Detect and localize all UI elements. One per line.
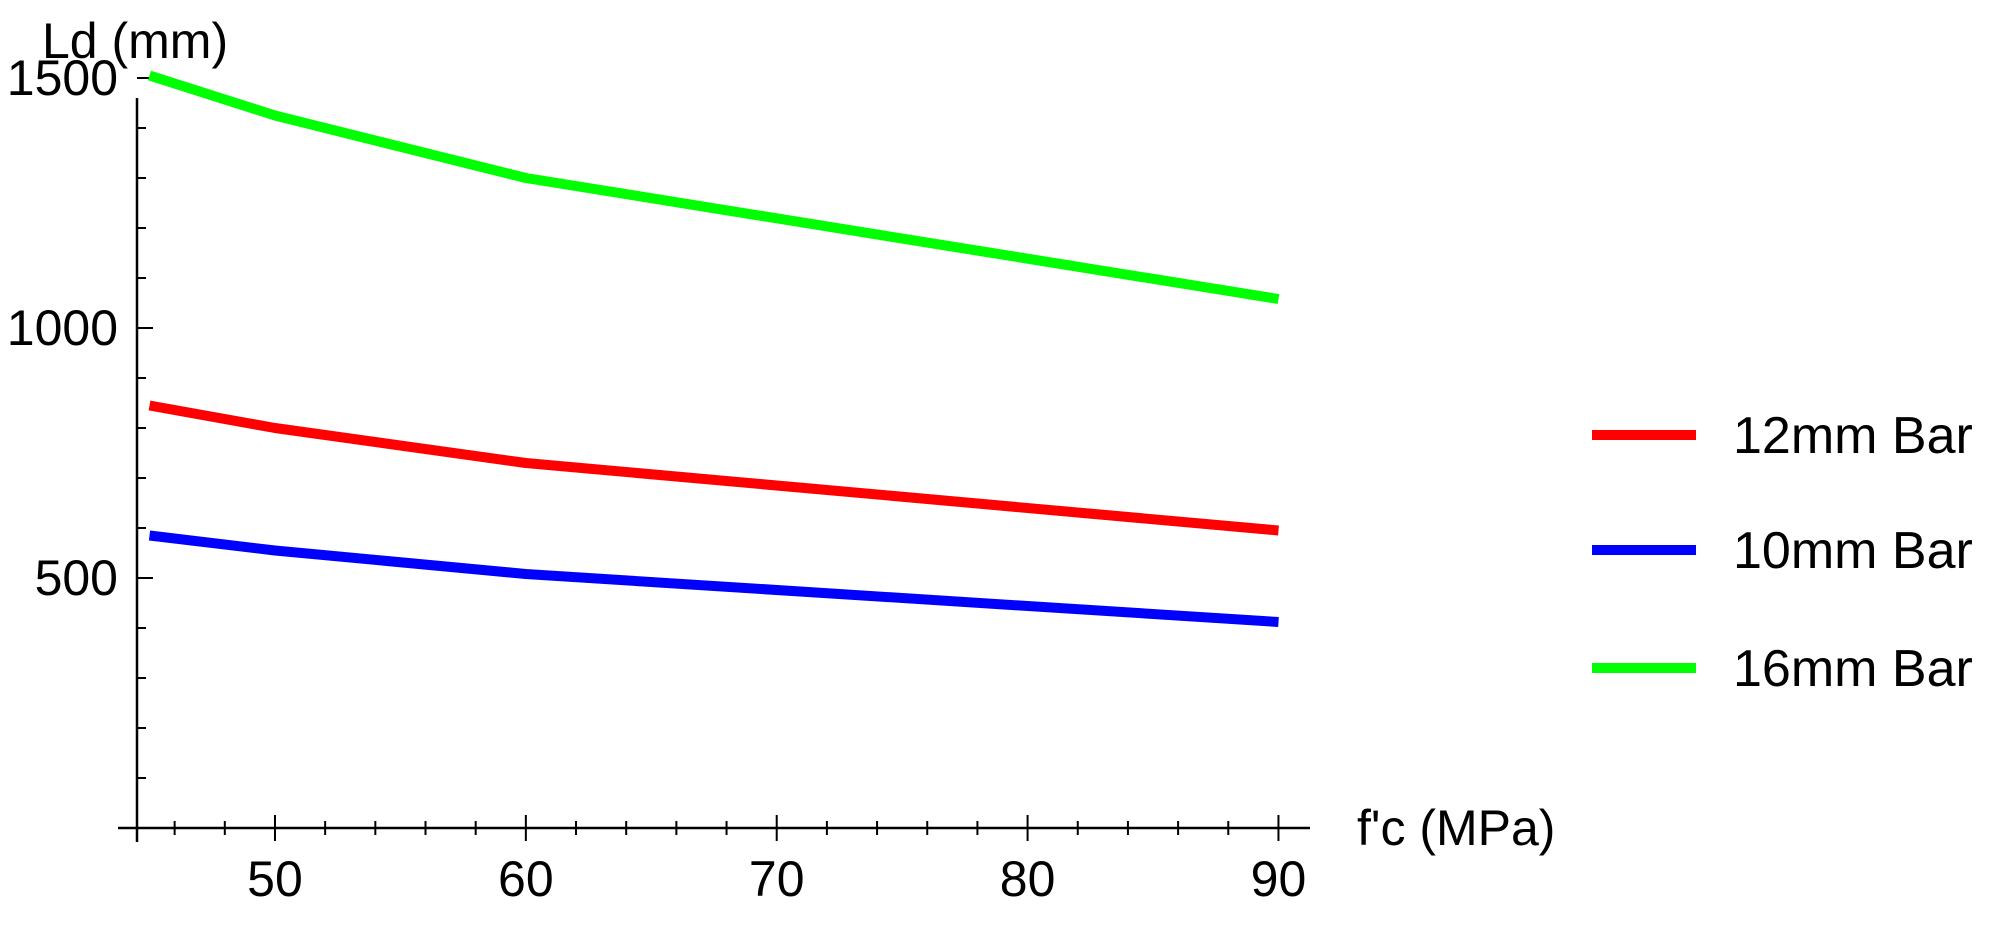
y-tick-label: 500: [35, 550, 118, 606]
legend-item-10mm-bar: 10mm Bar: [1592, 522, 1973, 580]
x-tick-label: 80: [1000, 851, 1056, 907]
x-axis-label: f'c (MPa): [1357, 800, 1555, 856]
x-tick-label: 50: [247, 851, 303, 907]
legend-label: 16mm Bar: [1733, 640, 1973, 698]
legend-item-16mm-bar: 16mm Bar: [1592, 640, 1973, 698]
legend: 12mm Bar 10mm Bar 16mm Bar: [1592, 407, 1973, 698]
series-line-16mm-bar: [147, 70, 1280, 304]
x-tick-label: 60: [498, 851, 554, 907]
x-tick-label: 70: [749, 851, 805, 907]
legend-label: 12mm Bar: [1733, 407, 1973, 465]
y-tick-label: 1000: [7, 300, 118, 356]
series-lines: [147, 70, 1280, 627]
y-axis-label: Ld (mm): [42, 13, 228, 69]
legend-item-12mm-bar: 12mm Bar: [1592, 407, 1973, 465]
series-line-12mm-bar: [148, 400, 1279, 536]
y-tick-label: 1500: [7, 50, 118, 106]
x-tick-label: 90: [1251, 851, 1307, 907]
axes: Ld (mm) f'c (MPa): [42, 13, 1555, 856]
legend-label: 10mm Bar: [1733, 522, 1973, 580]
series-line-10mm-bar: [148, 530, 1279, 627]
ticks: 50 60 70 80 90 500 1000 1500: [7, 50, 1307, 907]
